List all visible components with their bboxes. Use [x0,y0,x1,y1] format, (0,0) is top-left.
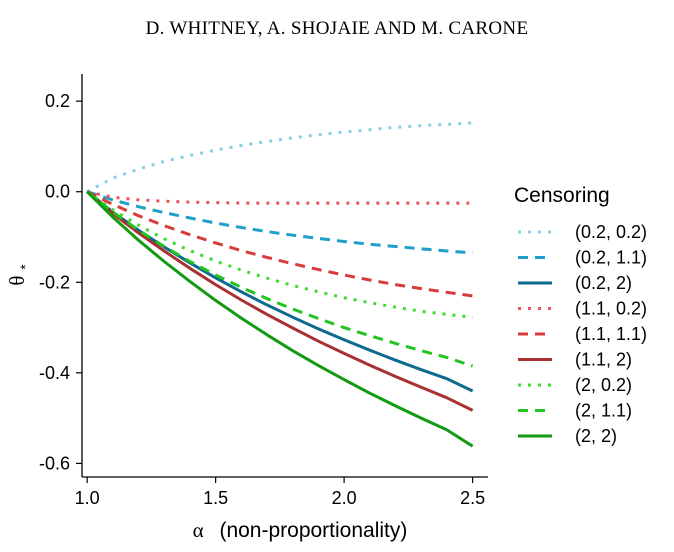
series-line [86,190,474,393]
legend-label: (2, 2) [575,426,617,446]
legend-title: Censoring [514,184,610,207]
series-line [86,190,473,298]
series-line [86,190,474,412]
y-tick-label: 0.0 [45,182,70,202]
x-axis-title: α (non-proportionality) [193,518,408,542]
series-line [86,190,474,368]
series-line [86,190,473,255]
legend-label: (1.1, 0.2) [575,299,647,319]
y-tick-label: -0.2 [39,272,70,292]
legend: Censoring (0.2, 0.2) (0.2, 1.1) (0.2, 2) (1.… [514,184,647,446]
y-tick-label: 0.2 [45,91,70,111]
legend-label: (2, 0.2) [575,375,632,395]
running-head: D. WHITNEY, A. SHOJAIE AND M. CARONE [145,18,529,39]
x-tick-label: 2.5 [460,488,485,508]
series-line [86,190,474,448]
y-axis-title: θ * [5,264,33,286]
legend-label: (1.1, 1.1) [575,324,647,344]
y-axis-subscript: * [17,264,33,270]
x-axis-symbol: α [193,518,204,542]
y-axis-symbol: θ [5,276,29,286]
y-tick-label: -0.6 [39,453,70,473]
legend-label: (1.1, 2) [575,350,632,370]
legend-label: (0.2, 0.2) [575,222,647,242]
x-tick-label: 1.5 [203,488,228,508]
x-axis-text: (non-proportionality) [219,519,407,542]
series-line [86,121,473,194]
legend-label: (2, 1.1) [575,401,632,421]
series-lines [86,121,474,448]
axis-ticks: 0.2 0.0 -0.2 -0.4 -0.61.0 1.5 2.0 2.5 [39,91,485,508]
y-tick-label: -0.4 [39,363,70,383]
series-line [86,190,473,205]
x-tick-label: 1.0 [75,488,100,508]
legend-label: (0.2, 1.1) [575,248,647,268]
x-tick-label: 2.0 [332,488,357,508]
series-line [86,190,473,319]
legend-label: (0.2, 2) [575,273,632,293]
axes [81,74,488,478]
